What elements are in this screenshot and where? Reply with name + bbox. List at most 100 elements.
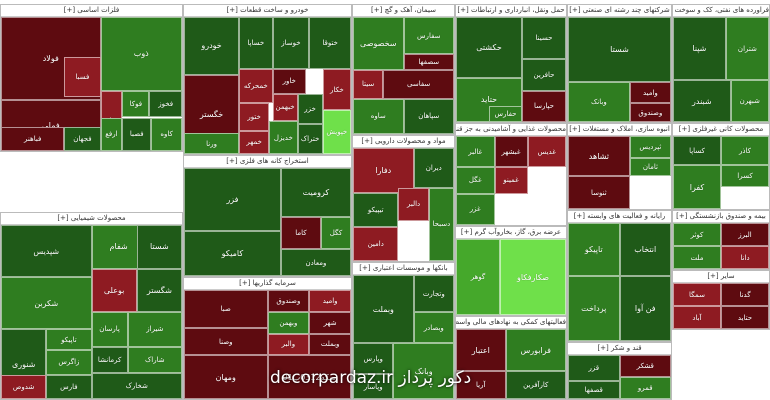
stock-tile[interactable]: شتران	[725, 17, 769, 80]
stock-tile[interactable]: خمحرکه	[239, 69, 273, 104]
stock-tile[interactable]: وبانک	[393, 343, 454, 399]
stock-tile[interactable]: ثپردیس	[629, 136, 671, 158]
stock-tile[interactable]: زاگرس	[46, 350, 92, 375]
sector-header[interactable]: رایانه و فعالیت های وابسته [+]	[568, 211, 671, 223]
stock-tile[interactable]: خوساز	[272, 17, 310, 70]
stock-tile[interactable]: وصنا	[184, 328, 268, 356]
stock-tile[interactable]: تاپیکو	[568, 223, 620, 277]
stock-tile[interactable]: سصفها	[403, 54, 454, 70]
stock-tile[interactable]: والبر	[267, 333, 310, 356]
stock-tile[interactable]: کارآفرین	[505, 371, 566, 399]
stock-tile[interactable]: فجهان	[64, 126, 101, 151]
stock-tile[interactable]: صکارفکاو	[500, 239, 566, 315]
stock-tile[interactable]: غمینو	[494, 167, 528, 194]
sector-header[interactable]: مواد و محصولات دارویی [+]	[353, 136, 454, 148]
stock-tile[interactable]: آباد	[673, 306, 721, 329]
stock-tile[interactable]: فن آوا	[619, 276, 671, 341]
sector-header[interactable]: شرکتهای چند رشته ای صنعتی [+]	[568, 5, 671, 17]
stock-tile[interactable]: حفارس	[489, 106, 522, 122]
stock-tile[interactable]: ساوه	[353, 98, 404, 134]
stock-tile[interactable]: دسبحا	[428, 187, 454, 261]
stock-tile[interactable]: ثامان	[629, 157, 671, 177]
stock-tile[interactable]: کرمانشا	[91, 346, 128, 373]
stock-tile[interactable]: ختوقا	[309, 17, 351, 70]
stock-tile[interactable]: قزر	[568, 355, 620, 382]
stock-tile[interactable]: فصبا	[122, 117, 152, 151]
stock-tile[interactable]: سفاسی	[383, 69, 454, 99]
stock-tile[interactable]: خبهمن	[272, 93, 298, 122]
stock-tile[interactable]: حپارسا	[522, 90, 566, 122]
stock-tile[interactable]: سفارس	[403, 17, 454, 55]
stock-tile[interactable]: حسینا	[522, 17, 566, 59]
stock-tile[interactable]: دانا	[721, 246, 769, 269]
stock-tile[interactable]: آریا	[456, 371, 506, 399]
stock-tile[interactable]: خپویش	[322, 110, 351, 154]
stock-tile[interactable]: وبملت	[309, 333, 351, 356]
stock-tile[interactable]: کسرا	[721, 165, 769, 188]
stock-tile[interactable]: خزر	[297, 93, 323, 124]
stock-tile[interactable]: وتجارت	[413, 275, 454, 313]
stock-tile[interactable]: شاراک	[127, 346, 182, 373]
stock-tile[interactable]: دامین	[353, 227, 399, 261]
sector-header[interactable]: محصولات شیمیایی [+]	[1, 213, 182, 225]
stock-tile[interactable]: شستا	[568, 17, 671, 83]
stock-tile[interactable]: خاور	[272, 69, 306, 94]
stock-tile[interactable]: ملت	[673, 246, 721, 269]
stock-tile[interactable]: سکه0312پ01	[267, 355, 351, 399]
sector-header[interactable]: عرضه برق، گاز، بخاروآب گرم [+]	[456, 227, 566, 239]
sector-header[interactable]: محصولات غذایی و آشامیدنی به جز قند [+]	[456, 124, 566, 136]
stock-tile[interactable]: وصندوق	[629, 103, 671, 122]
stock-tile[interactable]: فخوز	[149, 90, 182, 118]
stock-tile[interactable]: وبملت	[353, 275, 414, 344]
stock-tile[interactable]: قصفها	[568, 381, 620, 399]
stock-tile[interactable]: دفارا	[353, 148, 414, 194]
stock-tile[interactable]: سپاهان	[403, 98, 454, 134]
stock-tile[interactable]: سخصوصی	[353, 17, 404, 70]
sector-header[interactable]: خودرو و ساخت قطعات [+]	[184, 5, 351, 17]
stock-tile[interactable]: خساپا	[239, 17, 273, 70]
sector-header[interactable]: فعالیتهای کمکی به نهادهای مالی واسط [+]	[456, 317, 566, 329]
stock-tile[interactable]: خکار	[322, 69, 351, 111]
stock-tile[interactable]: ارفع	[100, 117, 123, 151]
stock-tile[interactable]: شبهرن	[730, 80, 769, 122]
sector-header[interactable]: فلزات اساسی [+]	[1, 5, 182, 17]
stock-tile[interactable]: کاوه	[151, 117, 182, 151]
stock-tile[interactable]: وبصادر	[413, 312, 454, 344]
stock-tile[interactable]: ختراک	[297, 123, 323, 154]
stock-tile[interactable]: کامیکو	[184, 230, 281, 276]
stock-tile[interactable]: شپدیس	[1, 225, 92, 278]
stock-tile[interactable]: تیپیکو	[353, 193, 399, 228]
stock-tile[interactable]: دالبر	[398, 187, 429, 222]
stock-tile[interactable]: غالبر	[456, 136, 495, 168]
stock-tile[interactable]: حکشتی	[456, 17, 522, 78]
stock-tile[interactable]: ورنا	[184, 133, 240, 154]
stock-tile[interactable]: وبانک	[568, 82, 630, 122]
stock-tile[interactable]: شخارک	[91, 372, 182, 399]
stock-tile[interactable]: دیران	[413, 148, 454, 188]
stock-tile[interactable]: کفرا	[673, 165, 721, 209]
stock-tile[interactable]: کگل	[320, 216, 351, 249]
stock-tile[interactable]: وامید	[629, 82, 671, 104]
sector-header[interactable]: سرمایه گذاریها [+]	[184, 278, 351, 290]
stock-tile[interactable]: وپارس	[353, 343, 394, 375]
stock-tile[interactable]: شیراز	[127, 312, 182, 347]
stock-tile[interactable]: غزر	[456, 193, 495, 225]
stock-tile[interactable]: فرابورس	[505, 329, 566, 371]
stock-tile[interactable]: وبهمن	[267, 311, 310, 334]
sector-header[interactable]: سیمان، آهک و گچ [+]	[353, 5, 454, 17]
stock-tile[interactable]: خودرو	[184, 17, 240, 75]
stock-tile[interactable]: ذوب	[100, 17, 182, 91]
stock-tile[interactable]: ومعادن	[280, 249, 351, 276]
sector-header[interactable]: استخراج کانه های فلزی [+]	[184, 156, 351, 168]
stock-tile[interactable]: کرومیت	[280, 168, 351, 217]
stock-tile[interactable]: قشکر	[619, 355, 671, 377]
stock-tile[interactable]: شپنا	[673, 17, 726, 80]
stock-tile[interactable]: شدوص	[1, 374, 47, 399]
stock-tile[interactable]: غبشهر	[494, 136, 528, 168]
stock-tile[interactable]: البرز	[721, 223, 769, 246]
stock-tile[interactable]: کاذر	[721, 136, 769, 166]
stock-tile[interactable]: کاما	[280, 216, 321, 249]
stock-tile[interactable]: غدیس	[527, 136, 566, 168]
stock-tile[interactable]: صبا	[184, 290, 268, 329]
sector-header[interactable]: قند و شکر [+]	[568, 343, 671, 355]
